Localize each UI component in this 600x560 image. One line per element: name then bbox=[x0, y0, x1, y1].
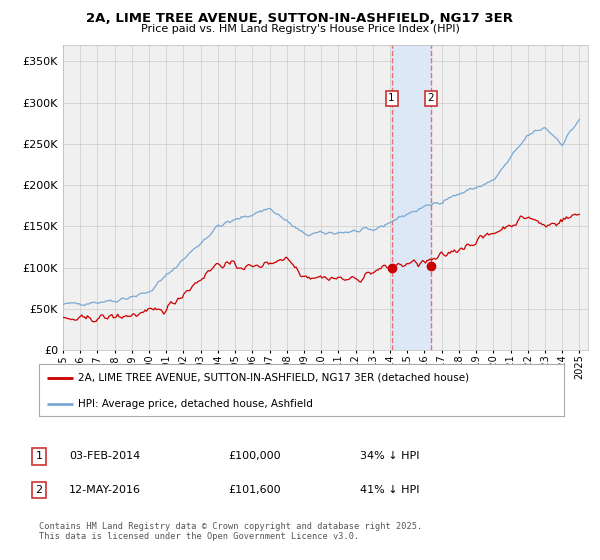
Text: 1: 1 bbox=[35, 451, 43, 461]
Text: Price paid vs. HM Land Registry's House Price Index (HPI): Price paid vs. HM Land Registry's House … bbox=[140, 24, 460, 34]
Text: 2A, LIME TREE AVENUE, SUTTON-IN-ASHFIELD, NG17 3ER (detached house): 2A, LIME TREE AVENUE, SUTTON-IN-ASHFIELD… bbox=[79, 373, 470, 383]
Text: £101,600: £101,600 bbox=[228, 485, 281, 495]
Text: £100,000: £100,000 bbox=[228, 451, 281, 461]
Text: 2A, LIME TREE AVENUE, SUTTON-IN-ASHFIELD, NG17 3ER: 2A, LIME TREE AVENUE, SUTTON-IN-ASHFIELD… bbox=[86, 12, 514, 25]
Text: 2: 2 bbox=[35, 485, 43, 495]
Bar bbox=[392, 45, 431, 350]
Text: 34% ↓ HPI: 34% ↓ HPI bbox=[360, 451, 419, 461]
Text: 2: 2 bbox=[428, 94, 434, 104]
Text: 12-MAY-2016: 12-MAY-2016 bbox=[69, 485, 141, 495]
Text: 1: 1 bbox=[388, 94, 395, 104]
Text: 03-FEB-2014: 03-FEB-2014 bbox=[69, 451, 140, 461]
Text: HPI: Average price, detached house, Ashfield: HPI: Average price, detached house, Ashf… bbox=[79, 399, 313, 409]
Text: Contains HM Land Registry data © Crown copyright and database right 2025.
This d: Contains HM Land Registry data © Crown c… bbox=[39, 522, 422, 542]
Text: 41% ↓ HPI: 41% ↓ HPI bbox=[360, 485, 419, 495]
